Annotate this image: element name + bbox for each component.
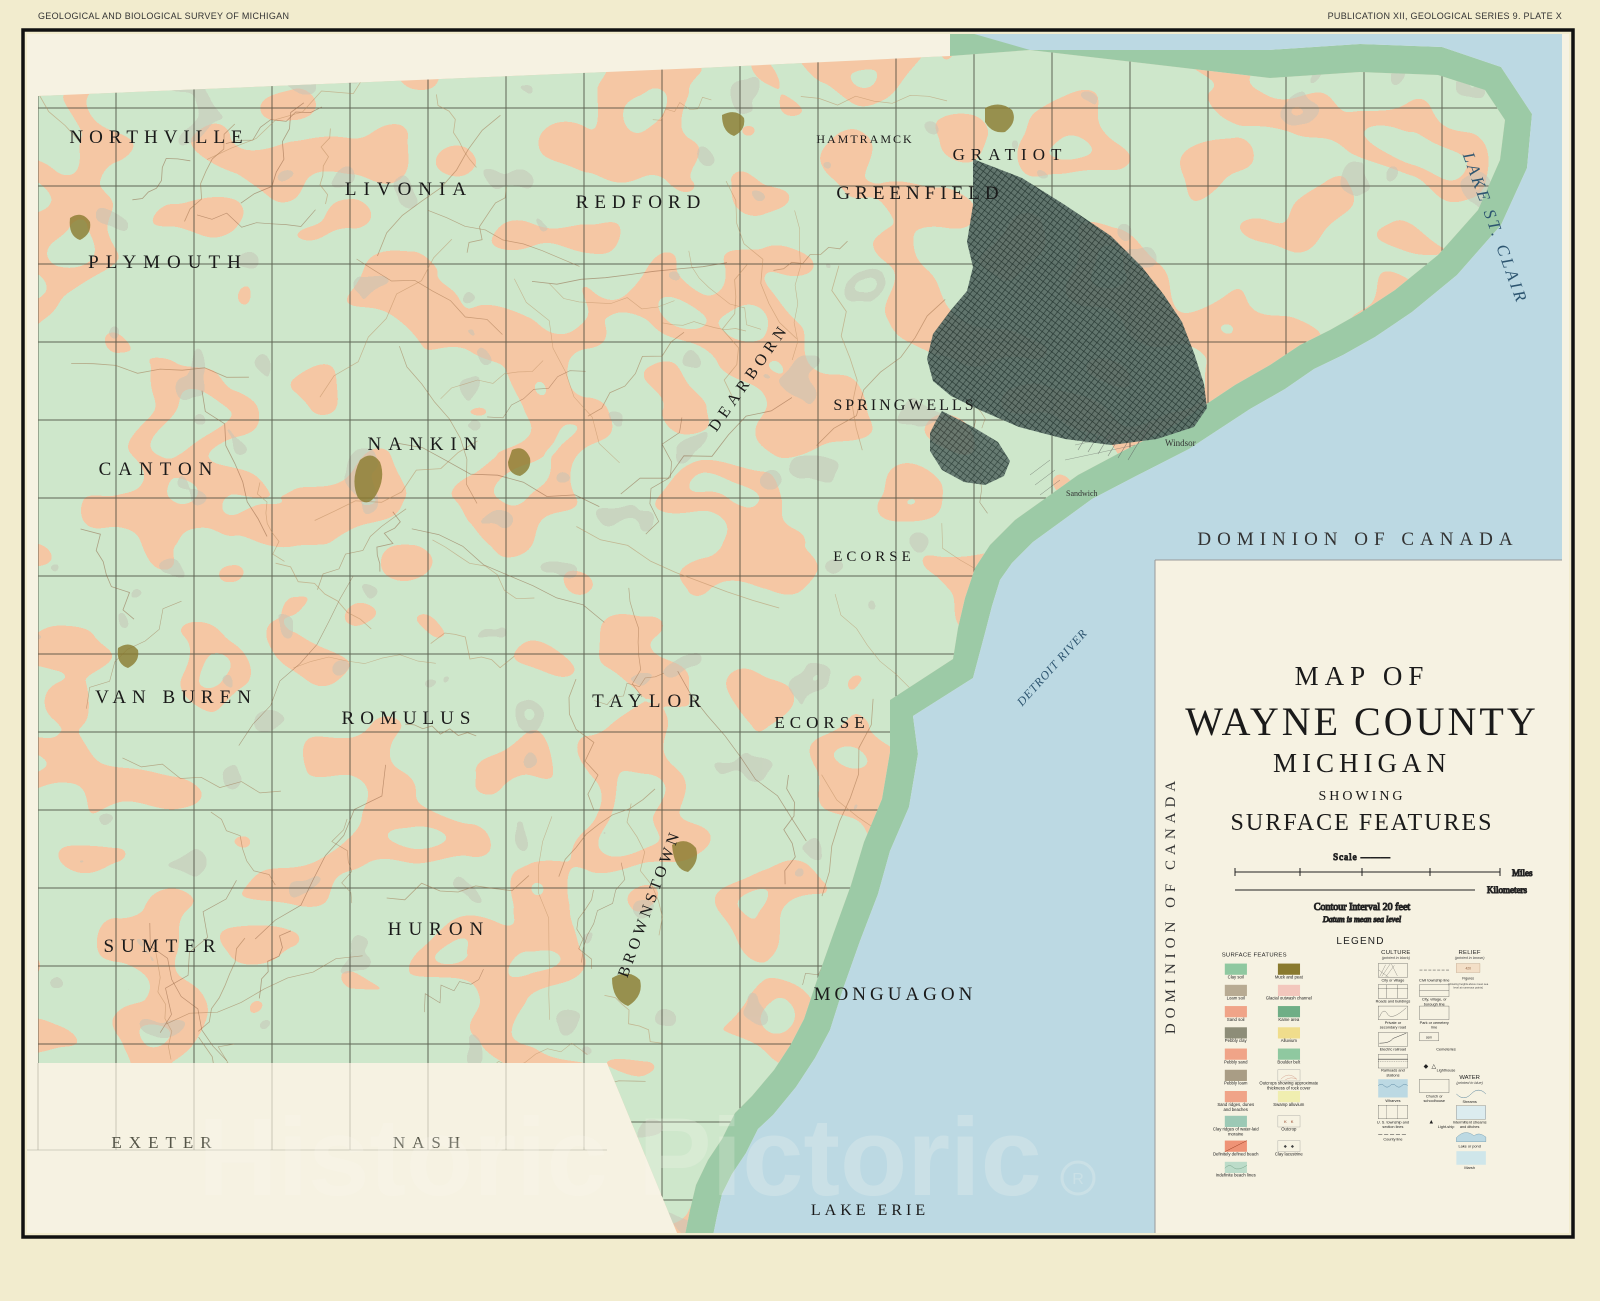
svg-text:City or village: City or village bbox=[1381, 978, 1404, 982]
svg-text:Alluvium: Alluvium bbox=[1281, 1038, 1298, 1043]
svg-text:HURON: HURON bbox=[388, 919, 491, 940]
svg-text:SPRINGWELLS: SPRINGWELLS bbox=[833, 397, 976, 414]
svg-text:Private or: Private or bbox=[1385, 1021, 1402, 1025]
svg-text:Scale ———: Scale ——— bbox=[1333, 852, 1391, 862]
svg-text:and ditches: and ditches bbox=[1460, 1125, 1480, 1129]
svg-text:Railroads and: Railroads and bbox=[1381, 1069, 1405, 1073]
svg-text:PUBLICATION XII, GEOLOGICAL SE: PUBLICATION XII, GEOLOGICAL SERIES 9. PL… bbox=[1328, 11, 1562, 21]
svg-text:Historic Pictoric: Historic Pictoric bbox=[198, 1096, 1042, 1219]
svg-text:(printed in black): (printed in black) bbox=[1382, 956, 1411, 960]
svg-text:line: line bbox=[1431, 1025, 1437, 1029]
svg-text:City, village, or: City, village, or bbox=[1422, 998, 1448, 1002]
svg-text:Kame area: Kame area bbox=[1278, 1017, 1299, 1022]
svg-text:Definitely defined beach: Definitely defined beach bbox=[1213, 1151, 1259, 1156]
svg-text:secondary road: secondary road bbox=[1380, 1025, 1406, 1029]
svg-text:Boulder belt: Boulder belt bbox=[1277, 1059, 1301, 1064]
svg-text:borough line: borough line bbox=[1424, 1002, 1445, 1006]
svg-text:Roads and buildings: Roads and buildings bbox=[1376, 1000, 1411, 1004]
svg-text:CULTURE: CULTURE bbox=[1381, 950, 1410, 956]
svg-text:County line: County line bbox=[1383, 1137, 1402, 1141]
svg-text:Contour Interval 20 feet: Contour Interval 20 feet bbox=[1314, 902, 1411, 913]
svg-text:PLYMOUTH: PLYMOUTH bbox=[88, 252, 248, 273]
svg-text:420: 420 bbox=[1465, 966, 1471, 970]
svg-text:Clay lacustrine: Clay lacustrine bbox=[1275, 1151, 1304, 1156]
svg-text:Clay soil: Clay soil bbox=[1228, 974, 1244, 979]
svg-text:Marsh: Marsh bbox=[1464, 1166, 1475, 1170]
svg-text:thickness of rock cover: thickness of rock cover bbox=[1267, 1086, 1311, 1091]
svg-text:SURFACE FEATURES: SURFACE FEATURES bbox=[1222, 952, 1287, 958]
svg-text:Clay ridges of water-laid: Clay ridges of water-laid bbox=[1213, 1127, 1259, 1132]
svg-text:Miles: Miles bbox=[1512, 868, 1533, 878]
svg-text:cem: cem bbox=[1426, 1036, 1432, 1040]
svg-text:Outcrops showing approximate: Outcrops showing approximate bbox=[1259, 1081, 1318, 1086]
svg-text:Glacial outwash channel: Glacial outwash channel bbox=[1266, 996, 1312, 1001]
svg-text:DOMINION OF CANADA: DOMINION OF CANADA bbox=[1197, 529, 1518, 550]
svg-text:(printed in blue): (printed in blue) bbox=[1456, 1081, 1483, 1085]
svg-text:VAN BUREN: VAN BUREN bbox=[95, 687, 257, 708]
svg-text:ROMULUS: ROMULUS bbox=[342, 708, 477, 729]
svg-text:▲: ▲ bbox=[1428, 1119, 1434, 1125]
svg-text:DOMINION OF CANADA: DOMINION OF CANADA bbox=[1163, 776, 1179, 1034]
svg-text:RELIEF: RELIEF bbox=[1458, 950, 1480, 956]
svg-text:Indefinite beach lines: Indefinite beach lines bbox=[1216, 1173, 1256, 1178]
svg-text:Cemeteries: Cemeteries bbox=[1436, 1047, 1456, 1051]
svg-text:WATER: WATER bbox=[1459, 1075, 1480, 1081]
svg-text:Pebbly clay: Pebbly clay bbox=[1225, 1038, 1248, 1043]
svg-text:section lines: section lines bbox=[1382, 1125, 1403, 1129]
svg-text:Figures: Figures bbox=[1462, 977, 1474, 981]
svg-text:U. S. township and: U. S. township and bbox=[1377, 1120, 1409, 1124]
svg-text:Sand ridges, dunes: Sand ridges, dunes bbox=[1217, 1102, 1254, 1107]
svg-text:(printed in brown): (printed in brown) bbox=[1455, 956, 1486, 960]
svg-text:Streams: Streams bbox=[1463, 1100, 1477, 1104]
svg-text:R: R bbox=[1072, 1171, 1084, 1188]
svg-text:Swamp alluvium: Swamp alluvium bbox=[1273, 1102, 1305, 1107]
svg-text:Kilometers: Kilometers bbox=[1487, 885, 1527, 895]
svg-text:Loam soil: Loam soil bbox=[1227, 996, 1245, 1001]
svg-text:Civil township line: Civil township line bbox=[1419, 978, 1449, 982]
svg-text:MAP OF: MAP OF bbox=[1295, 661, 1430, 691]
svg-text:ECORSE: ECORSE bbox=[833, 549, 915, 565]
svg-text:schoolhouse: schoolhouse bbox=[1424, 1099, 1446, 1103]
svg-text:NORTHVILLE: NORTHVILLE bbox=[69, 127, 248, 148]
svg-text:Pebbly loam: Pebbly loam bbox=[1224, 1081, 1248, 1086]
svg-text:Datum is mean sea level: Datum is mean sea level bbox=[1322, 915, 1402, 924]
svg-text:LIVONIA: LIVONIA bbox=[345, 179, 473, 200]
svg-text:Wharves: Wharves bbox=[1385, 1099, 1400, 1103]
svg-text:SURFACE FEATURES: SURFACE FEATURES bbox=[1231, 810, 1494, 836]
svg-text:Sandwich: Sandwich bbox=[1066, 489, 1098, 498]
svg-text:MICHIGAN: MICHIGAN bbox=[1273, 748, 1451, 778]
svg-text:and beaches: and beaches bbox=[1223, 1107, 1247, 1112]
svg-text:ECORSE: ECORSE bbox=[774, 713, 869, 732]
svg-text:SHOWING: SHOWING bbox=[1318, 789, 1405, 804]
svg-text:◆ △: ◆ △ bbox=[1424, 1064, 1437, 1070]
svg-text:Windsor: Windsor bbox=[1165, 438, 1196, 448]
svg-text:HAMTRAMCK: HAMTRAMCK bbox=[816, 132, 913, 146]
svg-text:GRATIOT: GRATIOT bbox=[953, 145, 1068, 164]
svg-text:REDFORD: REDFORD bbox=[576, 192, 707, 213]
svg-text:Pebbly sand: Pebbly sand bbox=[1224, 1059, 1248, 1064]
svg-text:LEGEND: LEGEND bbox=[1336, 936, 1384, 947]
svg-text:Sand soil: Sand soil bbox=[1227, 1017, 1245, 1022]
svg-text:moraine: moraine bbox=[1228, 1132, 1244, 1137]
svg-text:Muck and peat: Muck and peat bbox=[1275, 974, 1304, 979]
svg-text:GEOLOGICAL AND BIOLOGICAL SURV: GEOLOGICAL AND BIOLOGICAL SURVEY OF MICH… bbox=[38, 11, 289, 21]
svg-text:CANTON: CANTON bbox=[99, 459, 220, 480]
svg-text:Park or cemetery: Park or cemetery bbox=[1420, 1021, 1449, 1025]
svg-text:GREENFIELD: GREENFIELD bbox=[836, 183, 1003, 204]
svg-text:Light-ship: Light-ship bbox=[1438, 1125, 1455, 1129]
svg-text:Lighthouse: Lighthouse bbox=[1437, 1069, 1456, 1073]
svg-text:K K: K K bbox=[1284, 1120, 1294, 1124]
svg-text:Lake or pond: Lake or pond bbox=[1458, 1145, 1480, 1149]
svg-text:Outcrop: Outcrop bbox=[1281, 1127, 1297, 1132]
svg-text:Church or: Church or bbox=[1426, 1095, 1444, 1099]
svg-text:SUMTER: SUMTER bbox=[103, 936, 222, 957]
svg-text:NANKIN: NANKIN bbox=[368, 434, 485, 455]
svg-text:stations: stations bbox=[1386, 1073, 1399, 1077]
svg-text:MONGUAGON: MONGUAGON bbox=[814, 984, 977, 1005]
svg-text:Electric railroad: Electric railroad bbox=[1380, 1047, 1406, 1051]
svg-text:Intermittent streams: Intermittent streams bbox=[1453, 1120, 1487, 1124]
svg-text:WAYNE COUNTY: WAYNE COUNTY bbox=[1185, 699, 1538, 744]
svg-text:◆ ◆: ◆ ◆ bbox=[1284, 1145, 1295, 1149]
svg-text:TAYLOR: TAYLOR bbox=[592, 691, 708, 712]
